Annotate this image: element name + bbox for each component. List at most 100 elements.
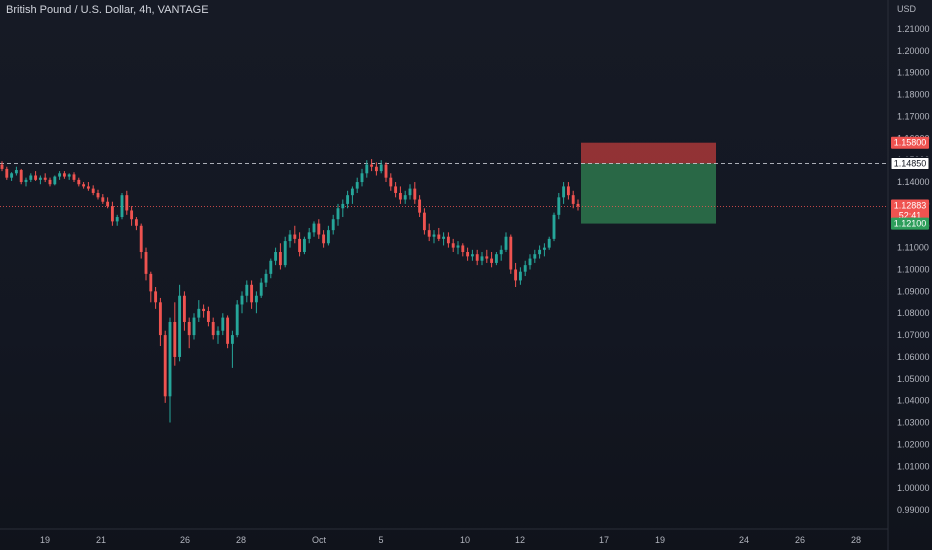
y-tick-label: 1.19000 bbox=[897, 68, 930, 78]
candle-body bbox=[298, 238, 302, 253]
candle-body bbox=[29, 175, 33, 180]
y-tick-label: 1.20000 bbox=[897, 46, 930, 56]
entry-price-tag: 1.14850 bbox=[890, 156, 930, 170]
target-price-tag-text: 1.12100 bbox=[894, 219, 927, 229]
candle-body bbox=[82, 184, 86, 187]
stop-price-tag: 1.15800 bbox=[891, 136, 929, 149]
candle-body bbox=[197, 308, 201, 318]
candle-body bbox=[144, 252, 148, 274]
candle-body bbox=[398, 192, 402, 200]
candle-body bbox=[278, 252, 282, 266]
candle-body bbox=[413, 188, 417, 200]
candle-body bbox=[158, 302, 162, 336]
x-tick-label: 26 bbox=[795, 535, 805, 545]
candle-body bbox=[379, 164, 383, 172]
candle-body bbox=[149, 273, 153, 292]
candle-body bbox=[571, 195, 575, 204]
candle-body bbox=[154, 291, 158, 303]
candle-body bbox=[182, 295, 186, 322]
x-tick-label: 28 bbox=[236, 535, 246, 545]
y-tick-label: 1.02000 bbox=[897, 439, 930, 449]
candle-body bbox=[125, 195, 129, 211]
y-tick-label: 1.08000 bbox=[897, 308, 930, 318]
candle-body bbox=[221, 317, 225, 331]
candle-body bbox=[19, 170, 23, 183]
candle-body bbox=[269, 260, 273, 274]
y-tick-label: 0.99000 bbox=[897, 505, 930, 515]
candle-body bbox=[134, 219, 138, 226]
x-tick-label: 17 bbox=[599, 535, 609, 545]
candle-body bbox=[538, 249, 542, 255]
candle-body bbox=[490, 258, 494, 263]
countdown-text: 52:41 bbox=[899, 210, 922, 220]
candle-body bbox=[187, 321, 191, 336]
candle-body bbox=[216, 330, 220, 336]
candle-body bbox=[389, 177, 393, 187]
candle-body bbox=[542, 247, 546, 250]
candle-body bbox=[456, 245, 460, 248]
candle-body bbox=[254, 295, 258, 303]
y-tick-label: 1.14000 bbox=[897, 177, 930, 187]
candle-body bbox=[58, 173, 62, 177]
y-tick-label: 1.00000 bbox=[897, 483, 930, 493]
candle-body bbox=[494, 254, 498, 263]
y-tick-label: 1.05000 bbox=[897, 374, 930, 384]
candle-body bbox=[86, 186, 90, 189]
candle-body bbox=[307, 232, 311, 239]
chart-title: British Pound / U.S. Dollar, 4h, VANTAGE bbox=[6, 4, 209, 16]
candle-body bbox=[528, 258, 532, 266]
stop-loss-zone bbox=[581, 142, 716, 164]
y-tick-label: 1.07000 bbox=[897, 330, 930, 340]
candle-body bbox=[576, 203, 580, 207]
candle-body bbox=[14, 170, 18, 174]
currency-label: USD bbox=[897, 4, 917, 14]
candle-body bbox=[0, 164, 4, 169]
candle-body bbox=[562, 186, 566, 198]
candle-body bbox=[288, 234, 292, 242]
candle-body bbox=[192, 317, 196, 336]
y-tick-label: 1.01000 bbox=[897, 461, 930, 471]
entry-price-tag-text: 1.14850 bbox=[894, 158, 927, 168]
candle-body bbox=[480, 256, 484, 261]
candle-body bbox=[466, 252, 470, 257]
x-tick-label: 19 bbox=[40, 535, 50, 545]
candle-body bbox=[72, 174, 76, 180]
candle-body bbox=[418, 199, 422, 213]
x-tick-label: 28 bbox=[851, 535, 861, 545]
candle-body bbox=[10, 173, 14, 178]
candle-body bbox=[485, 256, 489, 259]
candle-body bbox=[552, 214, 556, 239]
entry-price-tag-bg bbox=[890, 156, 930, 170]
x-tick-label: 12 bbox=[515, 535, 525, 545]
candle-body bbox=[91, 188, 95, 193]
candle-body bbox=[230, 335, 234, 344]
candle-body bbox=[331, 219, 335, 231]
candle-body bbox=[370, 164, 374, 167]
candle-body bbox=[427, 230, 431, 237]
x-tick-label: 24 bbox=[739, 535, 749, 545]
y-tick-label: 1.18000 bbox=[897, 90, 930, 100]
candle-body bbox=[211, 321, 215, 336]
candle-body bbox=[437, 234, 441, 239]
x-tick-label: Oct bbox=[312, 535, 327, 545]
candle-body bbox=[422, 212, 426, 231]
y-tick-label: 1.21000 bbox=[897, 24, 930, 34]
stop-price-tag-text: 1.15800 bbox=[894, 138, 927, 148]
candle-body bbox=[475, 254, 479, 261]
y-tick-label: 1.04000 bbox=[897, 396, 930, 406]
candle-body bbox=[518, 271, 522, 281]
current-price-text: 1.12883 bbox=[894, 200, 927, 210]
candle-body bbox=[504, 236, 508, 250]
candle-body bbox=[274, 252, 278, 261]
candle-body bbox=[408, 188, 412, 196]
candle-body bbox=[240, 295, 244, 305]
candle-body bbox=[346, 195, 350, 204]
candle-body bbox=[283, 241, 287, 266]
candle-body bbox=[523, 265, 527, 272]
take-profit-zone bbox=[581, 163, 716, 224]
candle-body bbox=[178, 295, 182, 357]
candle-body bbox=[566, 186, 570, 196]
x-tick-label: 19 bbox=[655, 535, 665, 545]
